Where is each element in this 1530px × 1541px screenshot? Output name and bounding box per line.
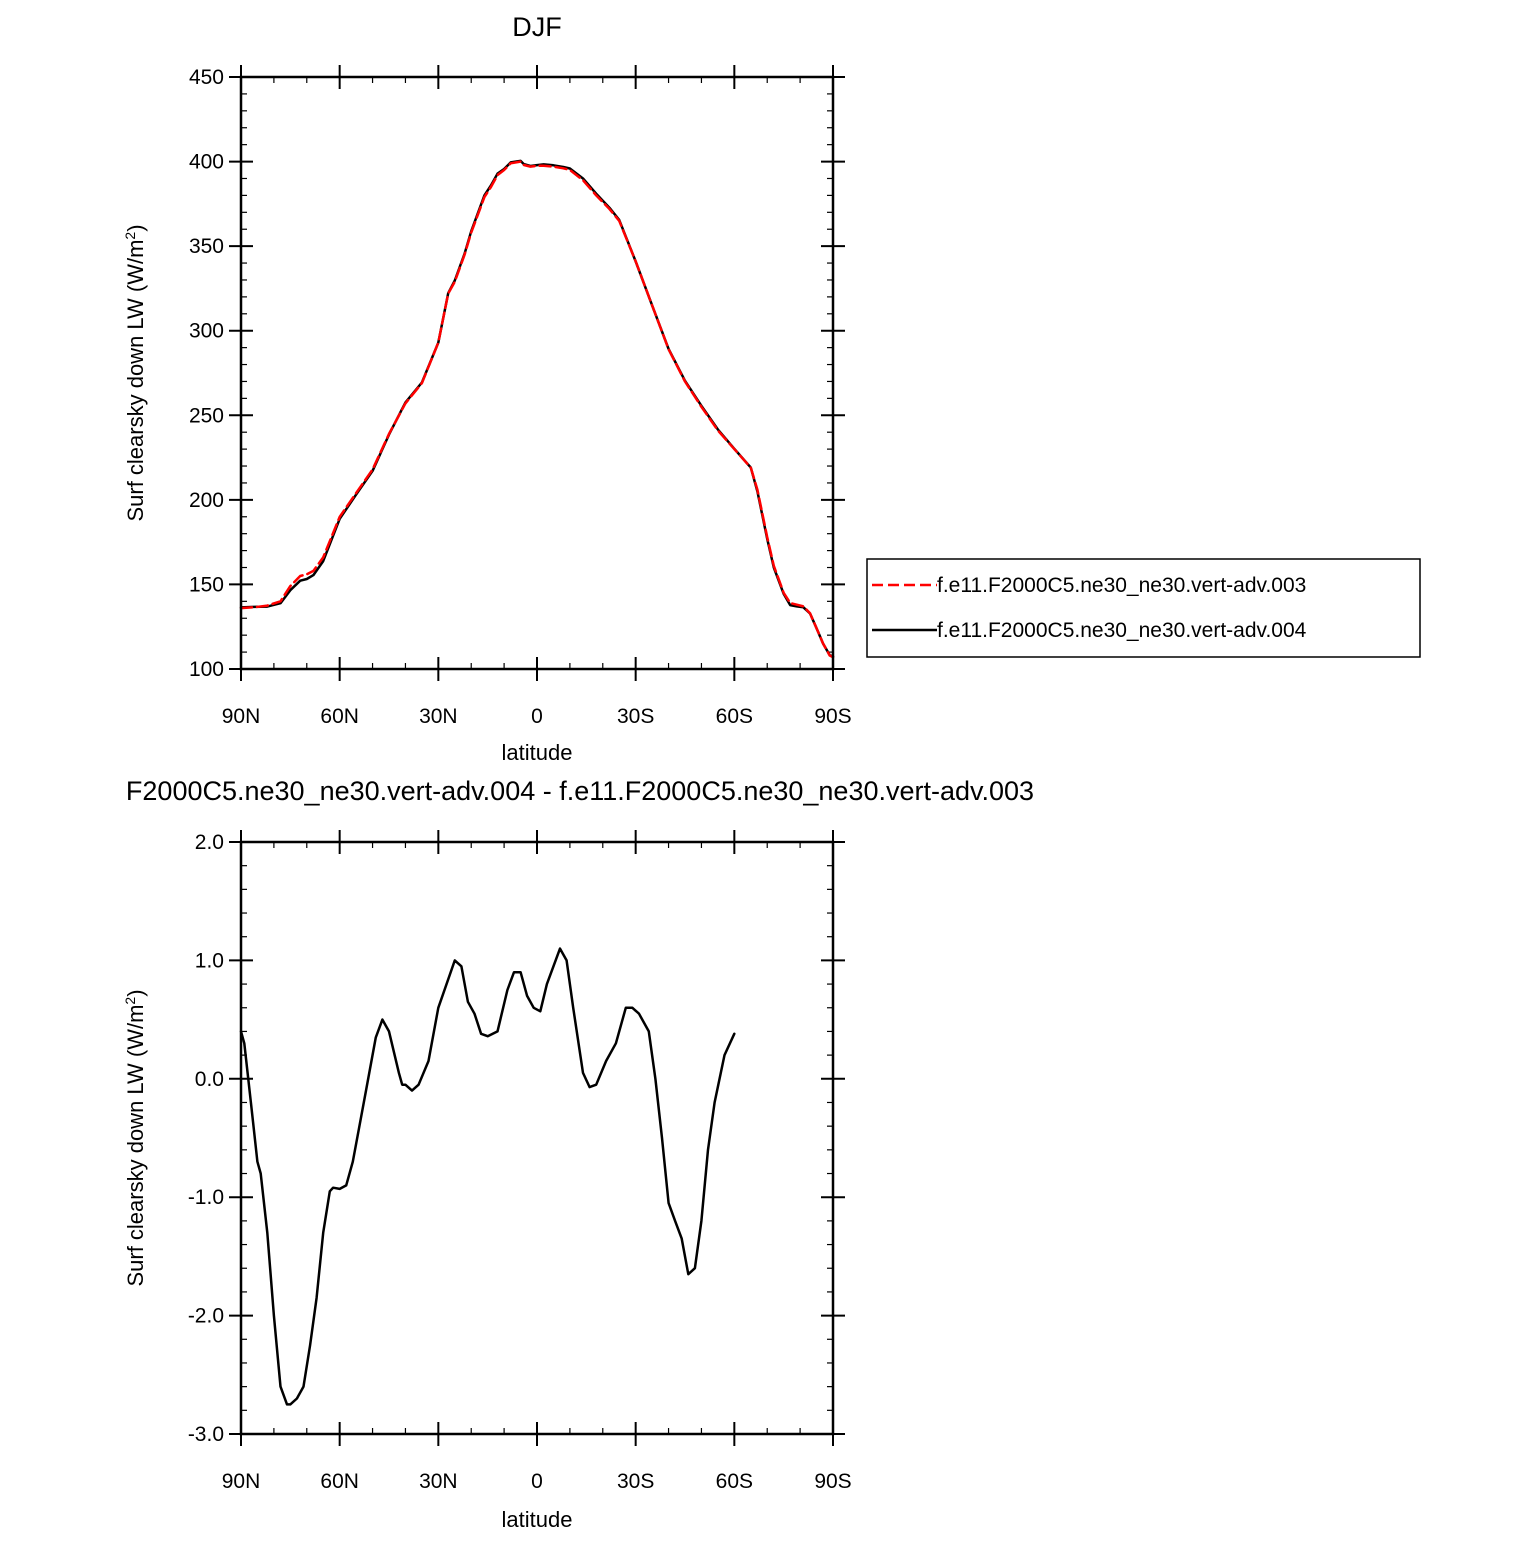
bottom-y-tick-label: -2.0	[188, 1305, 224, 1328]
bottom-y-axis-label-sup: 2	[122, 997, 138, 1005]
top-y-axis-label-sup: 2	[122, 232, 138, 240]
bottom-x-tick-label: 60S	[716, 1470, 753, 1493]
top-y-axis-label: Surf clearsky down LW (W/m2)	[122, 224, 148, 521]
top-x-tick-label: 30S	[617, 705, 654, 728]
top-y-axis-label-main: Surf clearsky down LW (W/m	[123, 240, 148, 522]
top-x-tick-label: 90N	[222, 705, 261, 728]
bottom-x-tick-label: 30N	[419, 1470, 458, 1493]
bottom-y-axis-label: Surf clearsky down LW (W/m2)	[122, 989, 148, 1286]
top-chart-title: DJF	[512, 12, 562, 42]
bottom-x-tick-label: 30S	[617, 1470, 654, 1493]
top-series-line-0	[239, 160, 835, 659]
legend-label-series-004: f.e11.F2000C5.ne30_ne30.vert-adv.004	[937, 619, 1307, 642]
bottom-y-axis-label-main: Surf clearsky down LW (W/m	[123, 1005, 148, 1287]
bottom-ticks: -3.0 -2.0 -1.0 0.0 1.0 2.0 90N 60N 30N 0 30S 60S 90S	[188, 830, 852, 1493]
bottom-y-axis-label-close: )	[123, 989, 148, 996]
bottom-x-tick-label: 60N	[320, 1470, 359, 1493]
top-y-tick-label: 400	[189, 151, 224, 174]
bottom-x-axis-label: latitude	[502, 1507, 573, 1532]
top-y-tick-label: 200	[189, 489, 224, 512]
bottom-y-tick-label: 0.0	[195, 1068, 224, 1091]
top-x-tick-label: 60N	[320, 705, 359, 728]
top-series-line-1	[239, 159, 835, 658]
bottom-chart-title: F2000C5.ne30_ne30.vert-adv.004 - f.e11.F…	[126, 776, 1034, 806]
top-x-tick-label: 30N	[419, 705, 458, 728]
bottom-y-tick-label: -3.0	[188, 1423, 224, 1446]
top-y-axis-label-close: )	[123, 224, 148, 231]
top-x-axis-label: latitude	[502, 740, 573, 765]
bottom-y-tick-label: 1.0	[195, 949, 224, 972]
bottom-panel: F2000C5.ne30_ne30.vert-adv.004 - f.e11.F…	[122, 776, 1034, 1532]
top-y-tick-label: 100	[189, 658, 224, 681]
top-y-tick-label: 450	[189, 66, 224, 89]
top-lines	[239, 159, 835, 659]
top-y-tick-label: 250	[189, 404, 224, 427]
legend-box	[866, 558, 1421, 658]
top-y-tick-label: 350	[189, 235, 224, 258]
top-y-tick-label: 150	[189, 573, 224, 596]
top-plot-frame	[239, 75, 835, 671]
top-y-tick-label: 300	[189, 320, 224, 343]
top-x-tick-label: 0	[531, 705, 543, 728]
legend: f.e11.F2000C5.ne30_ne30.vert-adv.003 f.e…	[866, 558, 1421, 658]
bottom-plot-frame	[239, 840, 835, 1436]
bottom-y-tick-label: -1.0	[188, 1186, 224, 1209]
bottom-y-tick-label: 2.0	[195, 831, 224, 854]
bottom-series-line-0	[239, 947, 736, 1406]
top-panel: DJF 100 150 200 250 300 350 400 450 90N 60N 30N 0 30…	[122, 12, 852, 765]
top-x-tick-label: 90S	[814, 705, 851, 728]
top-x-tick-label: 60S	[716, 705, 753, 728]
bottom-x-tick-label: 90N	[222, 1470, 261, 1493]
bottom-x-tick-label: 90S	[814, 1470, 851, 1493]
legend-label-series-003: f.e11.F2000C5.ne30_ne30.vert-adv.003	[937, 574, 1306, 597]
bottom-x-tick-label: 0	[531, 1470, 543, 1493]
bottom-lines	[239, 947, 736, 1406]
top-ticks: 100 150 200 250 300 350 400 450 90N 60N 30N 0 30S 60S…	[189, 65, 852, 728]
